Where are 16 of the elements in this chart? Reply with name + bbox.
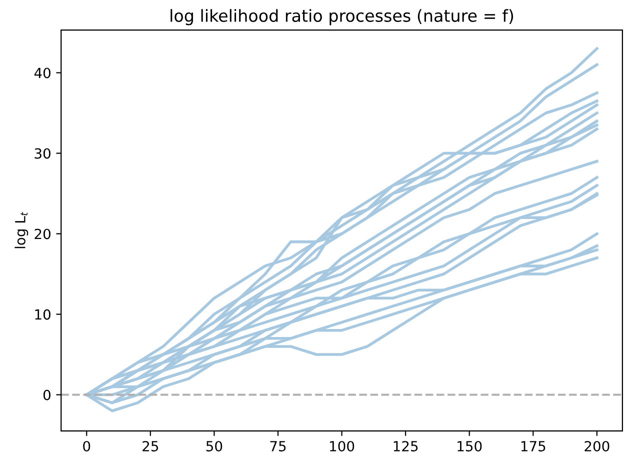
y-tick-label: 30 [34,148,50,159]
x-tick-label: 75 [270,441,286,452]
chart-title: log likelihood ratio processes (nature = f) [170,9,514,26]
y-tick-label: 0 [43,390,50,400]
y-tick-label: 20 [34,228,50,240]
x-tick-label: 50 [206,440,222,452]
y-tick-label: 40 [34,68,50,78]
x-tick-label: 100 [330,440,354,452]
y-tick-label: 10 [35,309,50,320]
x-tick-label: 125 [394,440,418,452]
x-tick-label: 200 [584,440,610,452]
x-tick-label: 150 [458,440,482,452]
x-tick-label: 0 [83,440,90,452]
x-tick-label: 25 [142,440,158,452]
y-axis-title: log L$_{t}$ [14,212,28,248]
x-tick-label: 175 [521,441,546,452]
